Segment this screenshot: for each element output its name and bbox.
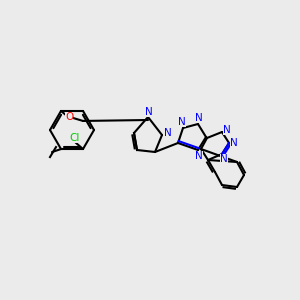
Text: N: N [145,107,153,117]
Text: N: N [195,113,203,123]
Text: N: N [178,117,186,127]
Text: N: N [164,128,172,138]
Text: N: N [195,151,203,161]
Text: O: O [65,112,73,122]
Text: N: N [223,125,231,135]
Text: N: N [230,138,238,148]
Text: Cl: Cl [70,133,80,143]
Text: N: N [220,154,228,164]
